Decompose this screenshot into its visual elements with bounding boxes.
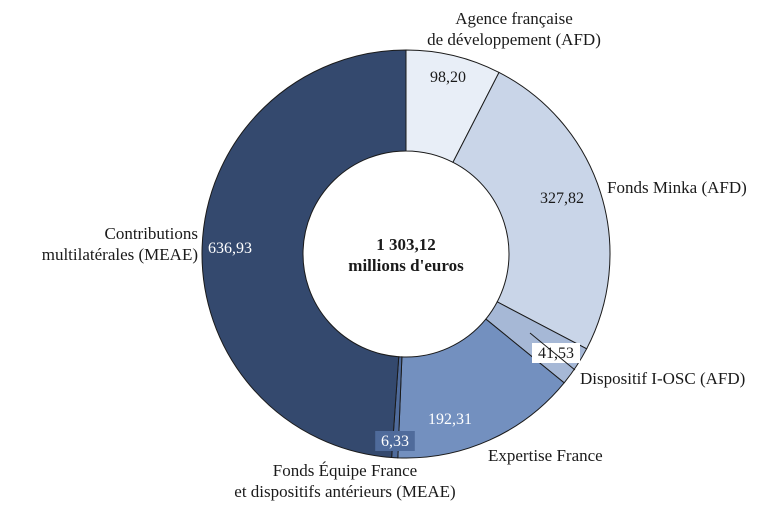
- slice-label-3: Expertise France: [488, 446, 603, 465]
- slice-1: [452, 71, 611, 350]
- slice-label-1: Fonds Minka (AFD): [607, 178, 747, 197]
- slice-value-4: 6,33: [381, 433, 409, 450]
- value-box-2: [532, 343, 580, 363]
- slice-value-5: 636,93: [208, 240, 252, 257]
- leader-line-2: [529, 332, 576, 371]
- value-box-4: [375, 431, 415, 451]
- slice-values: 98,20 327,82 41,53 192,31 6,33 636,93: [208, 69, 584, 451]
- slice-5: [201, 49, 407, 459]
- slice-labels: Agence française de développement (AFD) Fo…: [42, 9, 747, 501]
- center-total: 1 303,12: [376, 235, 436, 254]
- center-unit: millions d'euros: [348, 256, 464, 275]
- slice-value-3: 192,31: [428, 411, 472, 428]
- slice-label-5: Contributions multilatérales (MEAE): [42, 224, 198, 264]
- slice-label-2: Dispositif I-OSC (AFD): [580, 369, 745, 388]
- slice-value-2: 41,53: [538, 345, 574, 362]
- slice-value-0: 98,20: [430, 69, 466, 86]
- slice-label-4: Fonds Équipe France et dispositifs antéri…: [234, 461, 455, 501]
- slice-label-0: Agence française de développement (AFD): [427, 9, 601, 49]
- center-label: 1 303,12 millions d'euros: [348, 235, 464, 275]
- donut-slices: [201, 49, 611, 459]
- slice-value-1: 327,82: [540, 190, 584, 207]
